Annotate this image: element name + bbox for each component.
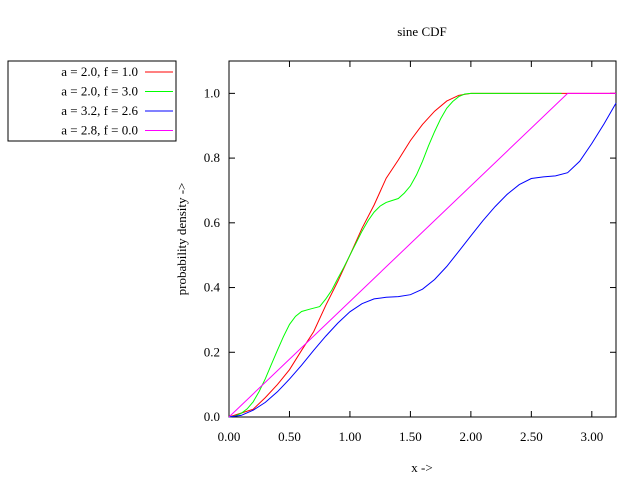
y-tick-label: 0.6 <box>204 215 221 230</box>
plot-border <box>228 60 617 418</box>
legend-label-4: a = 2.8, f = 0.0 <box>61 123 138 138</box>
x-tick-label: 1.00 <box>339 429 362 444</box>
legend-label-2: a = 2.0, f = 3.0 <box>61 84 138 99</box>
x-tick-label: 1.50 <box>399 429 422 444</box>
series-line-1 <box>228 92 616 418</box>
legend-label-3: a = 3.2, f = 2.6 <box>61 103 138 118</box>
x-tick-label: 3.00 <box>580 429 603 444</box>
legend-box <box>7 60 177 142</box>
chart-title: sine CDF <box>397 24 446 39</box>
series-line-3 <box>228 102 617 418</box>
y-tick-label: 1.0 <box>204 85 220 100</box>
legend: a = 2.0, f = 1.0 a = 2.0, f = 3.0 a = 3.2,… <box>7 60 177 142</box>
x-axis-label: x -> <box>411 460 432 475</box>
x-tick-label: 2.00 <box>460 429 483 444</box>
y-tick-label: 0.2 <box>204 344 220 359</box>
x-tick-label: 0.00 <box>218 429 241 444</box>
y-tick-label: 0.0 <box>204 409 220 424</box>
x-tick-label: 0.50 <box>278 429 301 444</box>
plot-area: 0.00 0.50 1.00 1.50 2.00 2.50 3.00 0.0 0.2 0.4 0.6… <box>204 60 617 444</box>
y-tick-label: 0.8 <box>204 150 220 165</box>
y-tick-label: 0.4 <box>204 280 221 295</box>
series-line-4 <box>228 92 616 418</box>
y-axis-label: probability density -> <box>174 183 189 296</box>
x-tick-label: 2.50 <box>520 429 543 444</box>
legend-label-1: a = 2.0, f = 1.0 <box>61 64 138 79</box>
series-line-2 <box>228 92 562 418</box>
